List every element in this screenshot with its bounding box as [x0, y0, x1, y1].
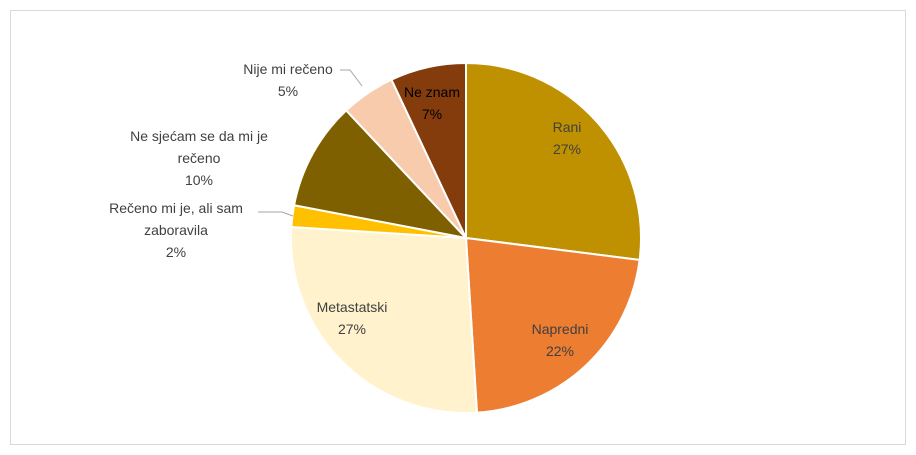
value-label: 2% — [165, 244, 187, 260]
slice-label: Rani 27% — [527, 116, 607, 160]
value-label: 5% — [277, 83, 299, 99]
leader-line — [258, 211, 294, 217]
pie-slice — [390, 61, 467, 239]
value-label: 22% — [545, 343, 575, 359]
slice-label: Metastatski 27% — [302, 296, 402, 340]
slice-label: Ne znam 7% — [392, 81, 472, 125]
value-label: 10% — [184, 172, 214, 188]
category-label: Nije mi rečeno — [243, 61, 333, 77]
category-label: Napredni — [531, 321, 589, 337]
pie-slice — [464, 236, 641, 414]
slice-label: Rečeno mi je, ali sam zaboravila 2% — [91, 197, 261, 263]
category-label: Ne sjećam se da mi je rečeno — [130, 128, 268, 166]
value-label: 27% — [337, 321, 367, 337]
category-label: Ne znam — [403, 84, 461, 100]
pie-slice — [465, 61, 642, 262]
slice-label: Ne sjećam se da mi je rečeno 10% — [109, 125, 289, 191]
pie-slice — [292, 109, 469, 240]
category-label: Rečeno mi je, ali sam zaboravila — [109, 200, 243, 238]
pie-slice — [290, 225, 479, 414]
slice-label: Nije mi rečeno 5% — [223, 58, 353, 102]
slice-label: Napredni 22% — [520, 318, 600, 362]
value-label: 7% — [421, 106, 443, 122]
category-label: Rani — [552, 119, 582, 135]
leader-line — [340, 69, 363, 87]
category-label: Metastatski — [316, 299, 388, 315]
value-label: 27% — [552, 141, 582, 157]
